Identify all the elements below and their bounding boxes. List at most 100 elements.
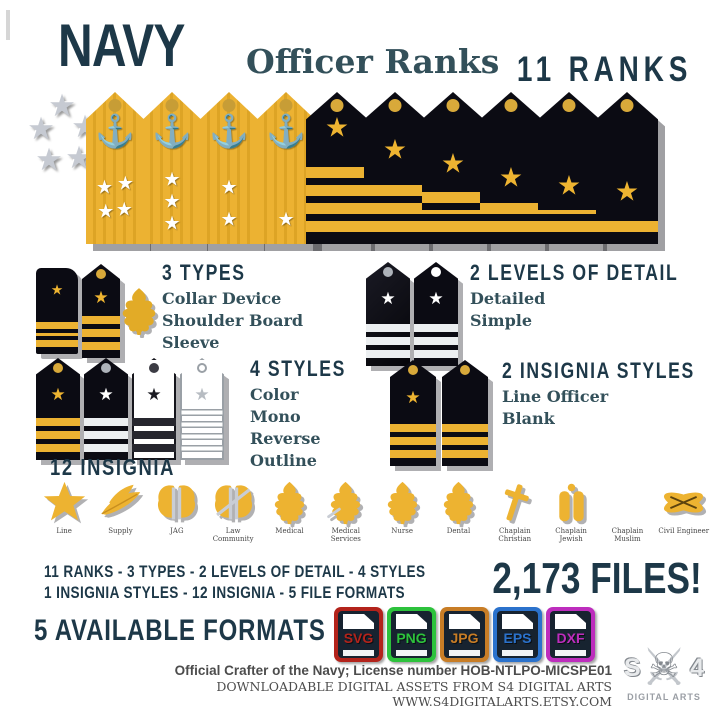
edge-artifact [6, 10, 10, 40]
law-icon [211, 480, 256, 525]
style-mono-board: ★ [84, 358, 128, 460]
license-line: Official Crafter of the Navy; License nu… [174, 663, 612, 678]
types-list: Collar Device Shoulder Board Sleeve [162, 288, 303, 354]
styles-heading: 4 STYLES [250, 356, 346, 381]
insignia-styles-list: Line Officer Blank [502, 386, 608, 430]
oakleaf-icon [436, 480, 481, 525]
format-label: PNG [396, 630, 427, 646]
summary-line-1: 11 RANKS - 3 TYPES - 2 LEVELS OF DETAIL … [44, 562, 426, 581]
file-format-icon-eps: EPS [493, 607, 542, 662]
brand-title-text: NAVY [58, 12, 185, 79]
board-button-icon [562, 99, 576, 112]
white-star-icon: ★ [163, 169, 181, 191]
assets-line: DOWNLOADABLE DIGITAL ASSETS FROM S4 DIGI… [216, 679, 612, 694]
types-heading: 3 TYPES [162, 260, 246, 285]
page-corner-icon [396, 614, 427, 629]
stripe [480, 221, 542, 232]
star-icon [42, 480, 87, 525]
board-star-icon: ★ [93, 287, 109, 307]
insignia-item: Medical Services [318, 480, 374, 543]
insignia-row: Line Supply JAG Law Community Medical Medical… [36, 480, 712, 543]
formats-row: SVG PNG JPG EPS DXF [334, 607, 595, 662]
s4-digital-arts-logo: ⚔ ☠ S 4 DIGITAL ARTS [614, 639, 714, 716]
skull-icon: ☠ [648, 647, 680, 685]
stripe [538, 210, 600, 214]
silver-star-icon: ★ [48, 88, 76, 123]
tablets-icon [549, 480, 594, 525]
insignia-label: Chaplain Muslim [611, 527, 644, 543]
anchor-icon: ⚓ [266, 113, 306, 149]
insignia-label: Law Community [212, 527, 254, 543]
brand-title: NAVY [58, 16, 216, 76]
insignia-label: JAG [170, 527, 184, 535]
board-button-icon [108, 99, 122, 112]
cross-icon [492, 480, 537, 525]
format-label: DXF [556, 630, 585, 646]
insignia-item: JAG [149, 480, 205, 543]
board-button-icon [620, 99, 634, 112]
stripe [422, 192, 484, 203]
black-shoulder-board: ★ [306, 92, 368, 244]
gold-shoulder-board: ⚓ ★ ★ ★ [143, 92, 201, 244]
store-url: WWW.S4DIGITALARTS.ETSY.COM [392, 694, 612, 709]
format-label: EPS [503, 630, 532, 646]
style-color-board: ★ [36, 358, 80, 460]
black-shoulder-board: ★ [596, 92, 658, 244]
rank-stripes [596, 221, 658, 232]
oakleaf-icon [267, 480, 312, 525]
page-corner-icon [449, 614, 480, 629]
board-button-icon [279, 99, 293, 112]
crescent-icon [605, 480, 650, 525]
insignia-item: Chaplain Muslim [599, 480, 655, 543]
formats-heading: 5 AVAILABLE FORMATS [34, 614, 326, 647]
anchor-icon: ⚓ [209, 113, 249, 149]
line-officer-board-sample: ★ [390, 360, 436, 466]
insignia-item: Civil Engineer [656, 480, 712, 543]
gold-star-icon: ★ [556, 170, 582, 201]
white-star-icon: ★ [220, 209, 238, 231]
insignia-item: Supply [92, 480, 148, 543]
insignia-label: Civil Engineer [658, 527, 710, 535]
white-star-icon: ★ [163, 191, 181, 213]
insignia-styles-heading: 2 INSIGNIA STYLES [502, 358, 695, 383]
insignia-label: Supply [108, 527, 133, 535]
white-star-icon: ★ [97, 201, 115, 223]
sleeve-sample: ★ [36, 268, 78, 354]
stripe [306, 185, 368, 196]
board-button-icon [330, 99, 344, 112]
file-format-icon-png: PNG [387, 607, 436, 662]
silver-star-icon: ★ [27, 111, 55, 146]
insignia-label: Dental [446, 527, 471, 535]
board-button-icon [446, 99, 460, 112]
file-format-icon-svg: SVG [334, 607, 383, 662]
stripe [364, 203, 426, 214]
stripe [480, 203, 542, 214]
insignia-label: Medical Services [330, 527, 361, 543]
shoulder-board-sample: ★ [82, 264, 120, 358]
insignia-item: Dental [430, 480, 486, 543]
insignia-label: Chaplain Jewish [555, 527, 587, 543]
insignia-item: Nurse [374, 480, 430, 543]
styles-item: Color [250, 385, 299, 404]
white-star-icon: ★ [116, 173, 134, 195]
detail-list: Detailed Simple [470, 288, 545, 332]
page-corner-icon [555, 614, 586, 629]
board-button-icon [96, 269, 106, 279]
white-star-icon: ★ [96, 177, 114, 199]
black-shoulder-board: ★ [538, 92, 600, 244]
rank-stripes [480, 203, 542, 232]
page-corner-icon [502, 614, 533, 629]
detail-item: Detailed [470, 289, 546, 308]
white-star-icon: ★ [115, 199, 133, 221]
board-star-icon: ★ [428, 289, 444, 309]
logo-letter-s: S [624, 654, 641, 682]
file-format-icon-dxf: DXF [546, 607, 595, 662]
insignia-item: Chaplain Christian [487, 480, 543, 543]
ranks-row: ★ ★ ★ ★ ★ ⚓ ★ ★ ★ ★ ⚓ ★ ★ ★ ⚓ ★ ★ ⚓ ★ ★ ★ ★ ★ ★ ★ [0, 0, 720, 260]
insignia-item: Medical [261, 480, 317, 543]
insignia-styles-item: Blank [502, 409, 555, 428]
oakleaf-twig-icon [323, 480, 368, 525]
white-star-icon: ★ [163, 213, 181, 235]
types-item: Sleeve [162, 333, 220, 352]
board-button-icon [388, 99, 402, 112]
